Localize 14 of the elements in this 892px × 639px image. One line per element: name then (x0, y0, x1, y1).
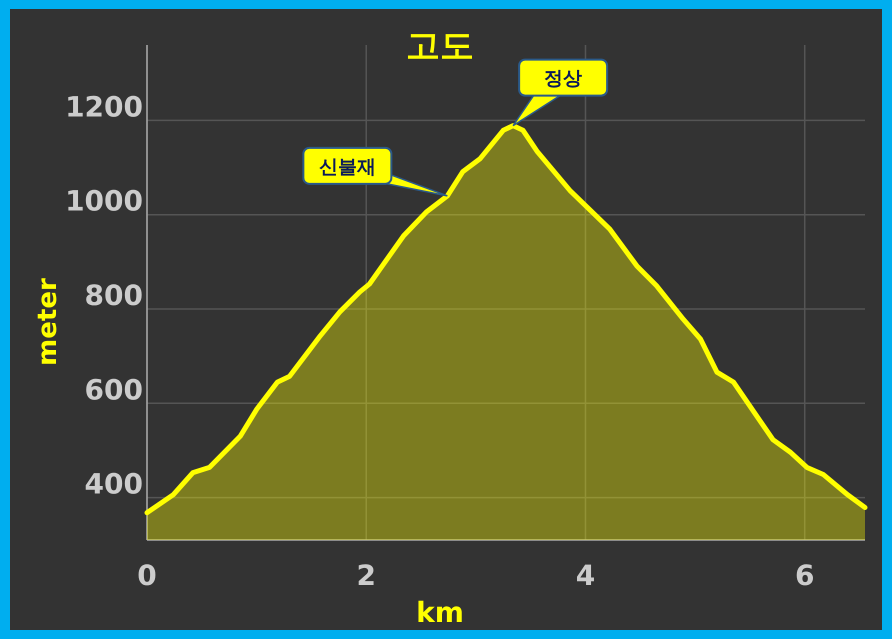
x-tick-label: 0 (137, 559, 157, 592)
annotation: 신불재 (318, 156, 376, 178)
x-tick-label: 2 (356, 559, 376, 592)
y-tick-label: 1200 (65, 90, 143, 124)
annotation: 정상 (544, 68, 582, 90)
y-tick-label: 400 (84, 468, 143, 501)
y-axis-title: meter (33, 278, 63, 366)
y-tick-label: 1000 (65, 184, 143, 218)
x-axis-title: km (416, 596, 464, 629)
y-tick-label: 600 (84, 373, 143, 406)
chart-title: 고도 (406, 26, 474, 66)
y-tick-label: 800 (84, 279, 143, 312)
x-tick-label: 6 (794, 559, 814, 592)
x-tick-label: 4 (576, 559, 596, 592)
